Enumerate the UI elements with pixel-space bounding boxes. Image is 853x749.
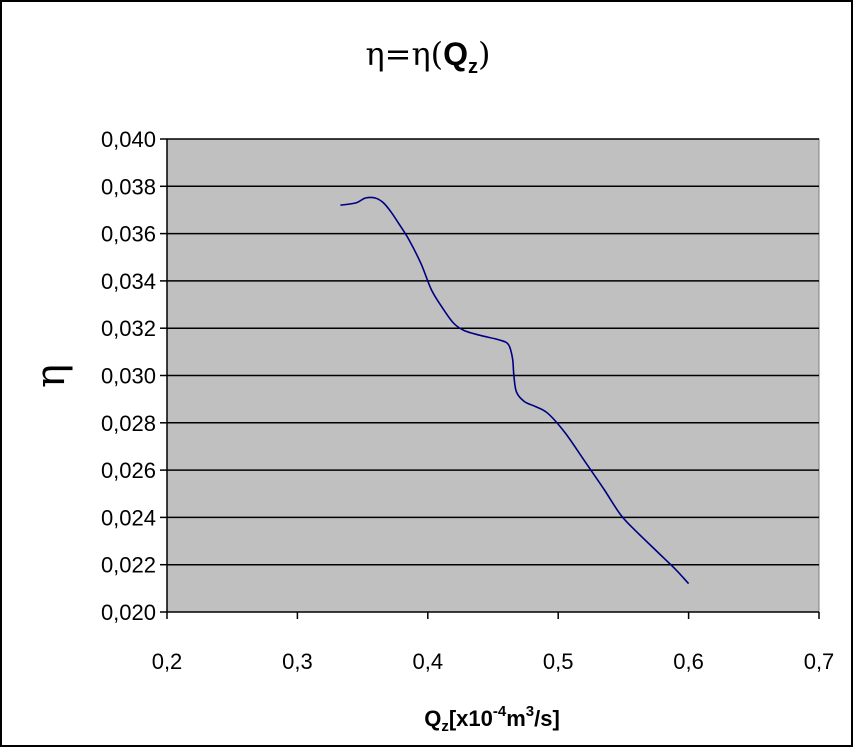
chart-title-suffix: ) xyxy=(478,35,490,73)
y-tick-label: 0,032 xyxy=(101,316,156,341)
y-tick-label: 0,030 xyxy=(101,364,156,389)
x-axis-label-unit-m: m xyxy=(506,706,526,731)
x-tick-label: 0,3 xyxy=(282,649,313,674)
series-lines xyxy=(340,196,690,585)
x-axis-label: Qz[x10-4m3/s] xyxy=(424,703,560,735)
y-tick-label: 0,040 xyxy=(101,127,156,152)
y-tick-labels: 0,040 0,038 0,036 0,034 0,032 0,030 0,028 0,026… xyxy=(101,127,156,625)
x-axis-label-unit-rest: /s] xyxy=(534,706,560,731)
chart-title: η=η(Qz) xyxy=(365,35,490,78)
y-tick-label: 0,038 xyxy=(101,174,156,199)
chart-title-prefix: η=η( xyxy=(365,35,443,73)
x-axis-label-bracket: [x10 xyxy=(449,706,493,731)
x-tick-label: 0,2 xyxy=(152,649,183,674)
x-tick-label: 0,7 xyxy=(804,649,835,674)
x-tick-label: 0,6 xyxy=(673,649,704,674)
x-axis-label-q: Q xyxy=(424,706,441,731)
axes xyxy=(160,138,820,619)
grid-lines xyxy=(167,138,819,566)
x-tick-label: 0,4 xyxy=(413,649,444,674)
chart-title-q: Q xyxy=(443,36,468,72)
chart-title-sub: z xyxy=(468,56,478,78)
y-tick-label: 0,026 xyxy=(101,458,156,483)
series-line xyxy=(340,196,690,585)
x-tick-label: 0,5 xyxy=(543,649,574,674)
y-tick-label: 0,036 xyxy=(101,222,156,247)
x-axis-label-q-sub: z xyxy=(441,718,449,735)
y-axis-label: η xyxy=(28,364,74,388)
y-tick-label: 0,022 xyxy=(101,553,156,578)
y-tick-label: 0,028 xyxy=(101,411,156,436)
x-axis-label-exp: -4 xyxy=(493,703,507,720)
y-tick-label: 0,024 xyxy=(101,505,156,530)
y-tick-label: 0,020 xyxy=(101,600,156,625)
x-tick-labels: 0,2 0,3 0,4 0,5 0,6 0,7 xyxy=(152,649,835,674)
x-axis-label-unit-exp: 3 xyxy=(526,703,534,720)
y-tick-label: 0,034 xyxy=(101,269,156,294)
